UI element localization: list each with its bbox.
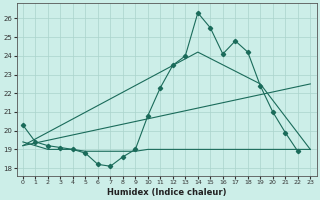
X-axis label: Humidex (Indice chaleur): Humidex (Indice chaleur) [107, 188, 226, 197]
